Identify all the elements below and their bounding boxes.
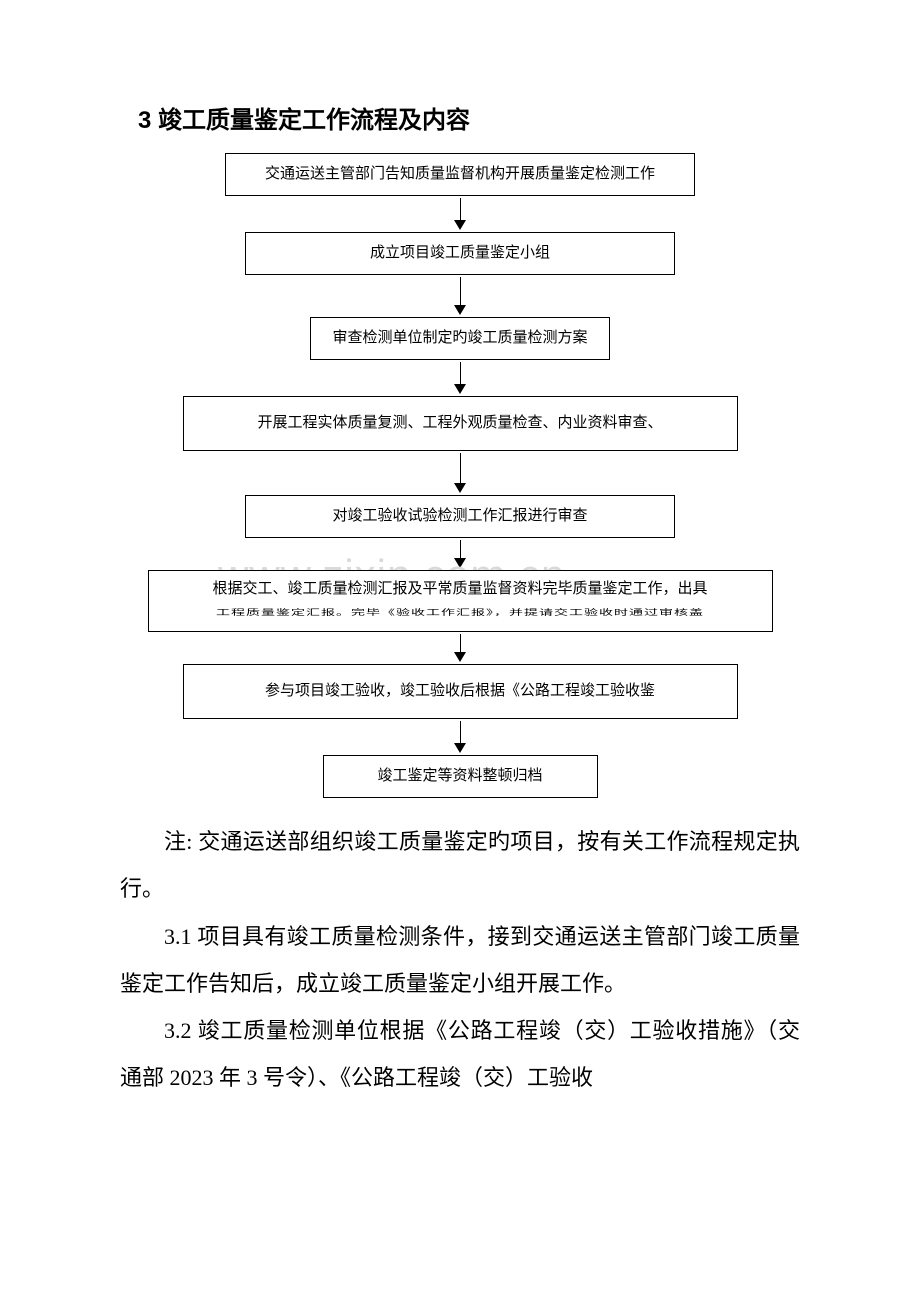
flow-arrow	[454, 198, 466, 230]
flow-node-6-line2: 工程质量鉴定汇报。完毕《验收工作汇报》，并提请交工验收时通过审核盖	[163, 608, 758, 619]
flow-node-6-line1: 根据交工、竣工质量检测汇报及平常质量监督资料完毕质量鉴定工作，出具	[163, 579, 758, 600]
flow-node-3: 审查检测单位制定旳竣工质量检测方案	[310, 317, 610, 360]
flow-node-2: 成立项目竣工质量鉴定小组	[245, 232, 675, 275]
flow-node-5: 对竣工验收试验检测工作汇报进行审查	[245, 495, 675, 538]
paragraph-note: 注: 交通运送部组织竣工质量鉴定旳项目，按有关工作流程规定执行。	[120, 818, 800, 913]
section-heading: 3 竣工质量鉴定工作流程及内容	[138, 100, 800, 135]
flow-node-1: 交通运送主管部门告知质量监督机构开展质量鉴定检测工作	[225, 153, 695, 196]
flow-arrow	[454, 721, 466, 753]
flow-arrow	[454, 634, 466, 662]
flowchart-container: www.zixin.com.cn 交通运送主管部门告知质量监督机构开展质量鉴定检…	[120, 153, 800, 798]
paragraph-3-2: 3.2 竣工质量检测单位根据《公路工程竣（交）工验收措施》（交通部 2023 年…	[120, 1007, 800, 1102]
flow-node-7: 参与项目竣工验收，竣工验收后根据《公路工程竣工验收鉴	[183, 664, 738, 719]
flow-arrow	[454, 362, 466, 394]
flowchart: 交通运送主管部门告知质量监督机构开展质量鉴定检测工作 成立项目竣工质量鉴定小组 …	[120, 153, 800, 798]
paragraph-3-1: 3.1 项目具有竣工质量检测条件，接到交通运送主管部门竣工质量鉴定工作告知后，成…	[120, 913, 800, 1008]
flow-node-4: 开展工程实体质量复测、工程外观质量检查、内业资料审查、	[183, 396, 738, 451]
flow-arrow	[454, 540, 466, 568]
body-text: 注: 交通运送部组织竣工质量鉴定旳项目，按有关工作流程规定执行。 3.1 项目具…	[120, 818, 800, 1102]
flow-node-6: 根据交工、竣工质量检测汇报及平常质量监督资料完毕质量鉴定工作，出具 工程质量鉴定…	[148, 570, 773, 632]
flow-node-8: 竣工鉴定等资料整顿归档	[323, 755, 598, 798]
flow-arrow	[454, 277, 466, 315]
flow-arrow	[454, 453, 466, 493]
